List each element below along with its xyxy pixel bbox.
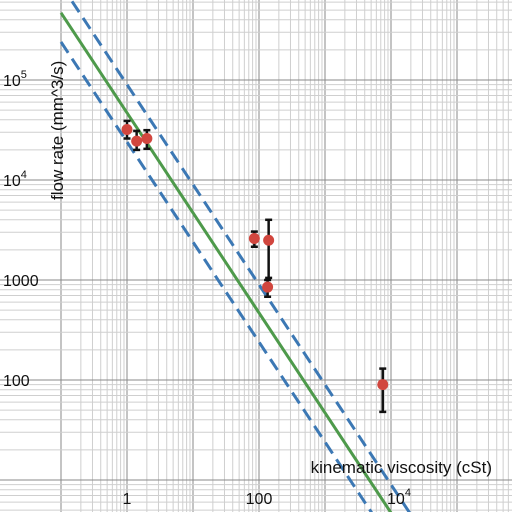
y-tick-label: 105 [3, 69, 27, 90]
x-axis-label: kinematic viscosity (cSt) [311, 458, 492, 477]
fit-line [59, 11, 393, 512]
y-tick-label: 100 [3, 373, 30, 390]
data-point-6 [262, 278, 274, 298]
data-point-1 [121, 119, 133, 140]
x-tick-label: 100 [246, 491, 273, 508]
tick-labels: 1 100 104 100 1000 104 105 [3, 69, 411, 508]
y-axis-label: flow rate (mm^3/s) [48, 61, 67, 200]
point-marker [263, 234, 275, 246]
y-tick-label: 104 [3, 169, 27, 190]
x-tick-label: 104 [387, 487, 411, 508]
x-tick-label: 1 [123, 491, 132, 508]
point-marker [131, 135, 143, 147]
data-point-5 [263, 218, 275, 280]
data-point-7 [377, 367, 389, 414]
data-points [121, 119, 389, 414]
point-marker [377, 379, 389, 391]
point-marker [262, 281, 274, 293]
y-tick-label: 1000 [3, 273, 39, 290]
model-lines [59, 0, 411, 512]
point-marker [121, 123, 133, 135]
point-marker [141, 133, 153, 145]
data-point-3 [141, 128, 153, 151]
data-point-4 [248, 230, 260, 249]
point-marker [248, 233, 260, 245]
data-point-2 [131, 129, 143, 152]
